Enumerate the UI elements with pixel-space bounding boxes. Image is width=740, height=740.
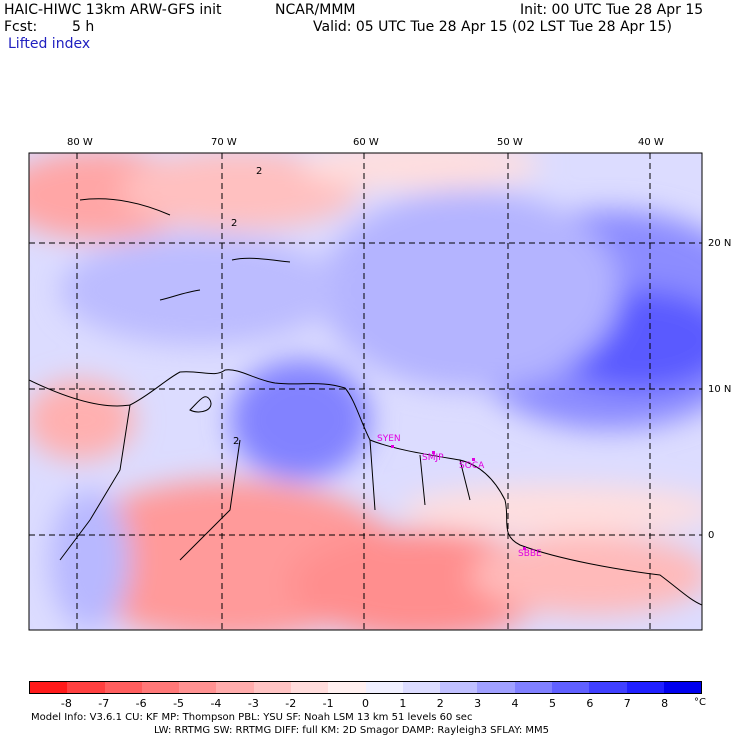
- colorbar-swatch: [440, 682, 478, 693]
- colorbar-swatch: [589, 682, 627, 693]
- org-label: NCAR/MMM: [275, 2, 356, 18]
- colorbar-tick-label: -5: [173, 697, 185, 710]
- lat-label: 10 N: [708, 384, 732, 395]
- lon-label: 40 W: [638, 137, 664, 148]
- field-name: Lifted index: [8, 36, 91, 52]
- contour-label: 2: [233, 436, 239, 447]
- init-time: Init: 00 UTC Tue 28 Apr 15: [520, 2, 704, 18]
- colorbar-swatch: [290, 682, 329, 693]
- lon-label: 70 W: [211, 137, 237, 148]
- station-label: SMJP: [422, 453, 444, 463]
- colorbar-tick-label: -6: [135, 697, 147, 710]
- colorbar-swatch: [141, 682, 180, 693]
- colorbar-swatch: [67, 682, 105, 693]
- station-markers: [391, 445, 526, 550]
- contour-label: 2: [256, 166, 262, 177]
- station-label: SYEN: [377, 434, 401, 444]
- model-info-line1: Model Info: V3.6.1 CU: KF MP: Thompson P…: [31, 712, 473, 723]
- colorbar-unit: °C: [694, 697, 706, 708]
- model-title: HAIC-HIWC 13km ARW-GFS init: [4, 2, 222, 18]
- colorbar-swatch: [216, 682, 254, 693]
- colorbar-tick-label: 3: [474, 697, 482, 710]
- colorbar-swatch: [626, 682, 664, 693]
- colorbar-swatch: [30, 682, 68, 693]
- colorbar-tick-label: 4: [511, 697, 519, 710]
- lat-label: 0: [708, 530, 715, 541]
- lat-label: 20 N: [708, 238, 732, 249]
- colorbar-tick-label: 1: [399, 697, 407, 710]
- colorbar-tick-label: -2: [285, 697, 297, 710]
- colorbar-tick-label: -8: [60, 697, 72, 710]
- colorbar-swatch: [514, 682, 552, 693]
- lat-lon-grid: [29, 153, 702, 630]
- forecast-label: Fcst:: [4, 19, 38, 35]
- colorbar-tick-label: 2: [436, 697, 444, 710]
- colorbar-swatch: [477, 682, 515, 693]
- colorbar-swatch: [179, 682, 217, 693]
- colorbar-swatch: [663, 682, 702, 693]
- colorbar: [29, 681, 702, 694]
- station-label: SBBE: [518, 549, 542, 559]
- colorbar-tick-label: -3: [247, 697, 259, 710]
- colorbar-swatch: [104, 682, 142, 693]
- colorbar-swatch: [551, 682, 590, 693]
- valid-time: Valid: 05 UTC Tue 28 Apr 15 (02 LST Tue …: [313, 19, 672, 35]
- colorbar-tick-label: 8: [661, 697, 669, 710]
- station-label: SOCA: [459, 461, 485, 471]
- colorbar-tick-label: -7: [98, 697, 110, 710]
- colorbar-tick-label: 0: [362, 697, 369, 710]
- lon-label: 80 W: [67, 137, 93, 148]
- lon-label: 50 W: [497, 137, 523, 148]
- forecast-value: 5 h: [72, 19, 95, 35]
- colorbar-swatch: [365, 682, 403, 693]
- coastlines: [29, 198, 702, 606]
- colorbar-tick-label: -1: [322, 697, 334, 710]
- colorbar-tick-label: 5: [548, 697, 556, 710]
- colorbar-tick-label: -4: [210, 697, 222, 710]
- contour-label: 2: [231, 218, 237, 229]
- colorbar-tick-label: 6: [586, 697, 594, 710]
- lifted-index-field: [29, 153, 702, 630]
- colorbar-tick-label: 7: [623, 697, 631, 710]
- lon-label: 60 W: [353, 137, 379, 148]
- model-info-line2: LW: RRTMG SW: RRTMG DIFF: full KM: 2D Sm…: [154, 725, 550, 736]
- colorbar-swatch: [328, 682, 366, 693]
- map-frame: [28, 152, 703, 631]
- colorbar-swatch: [402, 682, 441, 693]
- colorbar-swatch: [253, 682, 291, 693]
